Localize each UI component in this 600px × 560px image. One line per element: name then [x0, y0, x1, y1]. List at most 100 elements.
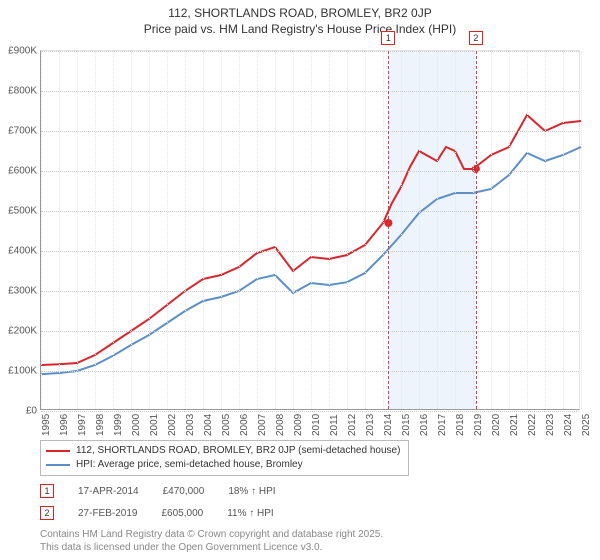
x-axis-label: 2022 — [527, 414, 538, 436]
gridline-v — [401, 51, 402, 409]
gridline-v — [419, 51, 420, 409]
gridline-v — [275, 51, 276, 409]
gridline-v — [41, 51, 42, 409]
gridline-v — [347, 51, 348, 409]
gridline-h — [41, 51, 579, 52]
gridline-h — [41, 171, 579, 172]
event-callout: 2 — [469, 31, 483, 45]
gridline-h — [41, 251, 579, 252]
legend-label-0: 112, SHORTLANDS ROAD, BROMLEY, BR2 0JP (… — [76, 444, 400, 458]
x-axis-label: 2002 — [167, 414, 178, 436]
chart-plot-area: £0£100K£200K£300K£400K£500K£600K£700K£80… — [40, 50, 580, 410]
gridline-v — [203, 51, 204, 409]
x-axis-label: 2021 — [509, 414, 520, 436]
legend-swatch-0 — [46, 450, 70, 452]
x-axis-label: 2000 — [131, 414, 142, 436]
y-axis-label: £0 — [1, 406, 37, 417]
x-axis-label: 2018 — [455, 414, 466, 436]
gridline-v — [311, 51, 312, 409]
x-axis-label: 2007 — [257, 414, 268, 436]
legend-box: 112, SHORTLANDS ROAD, BROMLEY, BR2 0JP (… — [40, 440, 409, 476]
x-axis-label: 2005 — [221, 414, 232, 436]
x-axis-label: 2025 — [581, 414, 592, 436]
x-axis-label: 2010 — [311, 414, 322, 436]
gridline-h — [41, 371, 579, 372]
gridline-v — [257, 51, 258, 409]
y-axis-label: £900K — [1, 46, 37, 57]
x-axis-label: 2017 — [437, 414, 448, 436]
gridline-v — [293, 51, 294, 409]
event-vline — [388, 51, 389, 409]
x-axis-label: 2003 — [185, 414, 196, 436]
gridline-v — [221, 51, 222, 409]
gridline-v — [383, 51, 384, 409]
event-delta-0: 18% ↑ HPI — [228, 486, 275, 497]
event-row-1: 2 27-FEB-2019 £605,000 11% ↑ HPI — [40, 506, 580, 520]
event-row-0: 1 17-APR-2014 £470,000 18% ↑ HPI — [40, 484, 580, 498]
x-axis-label: 2020 — [491, 414, 502, 436]
gridline-h — [41, 211, 579, 212]
x-axis-label: 2008 — [275, 414, 286, 436]
gridline-v — [239, 51, 240, 409]
chart-title-block: 112, SHORTLANDS ROAD, BROMLEY, BR2 0JP P… — [0, 0, 600, 37]
x-axis-label: 2015 — [401, 414, 412, 436]
y-axis-label: £300K — [1, 286, 37, 297]
y-axis-label: £200K — [1, 326, 37, 337]
footer: Contains HM Land Registry data © Crown c… — [40, 528, 383, 554]
title-line-1: 112, SHORTLANDS ROAD, BROMLEY, BR2 0JP — [0, 6, 600, 22]
legend-swatch-1 — [46, 464, 70, 466]
x-axis-label: 1996 — [59, 414, 70, 436]
x-axis-label: 2013 — [365, 414, 376, 436]
x-axis-label: 1997 — [77, 414, 88, 436]
x-axis-label: 1999 — [113, 414, 124, 436]
gridline-h — [41, 411, 579, 412]
gridline-v — [185, 51, 186, 409]
gridline-v — [59, 51, 60, 409]
gridline-v — [437, 51, 438, 409]
gridline-v — [149, 51, 150, 409]
gridline-v — [329, 51, 330, 409]
legend-area: 112, SHORTLANDS ROAD, BROMLEY, BR2 0JP (… — [40, 440, 580, 520]
event-price-1: £605,000 — [161, 508, 203, 519]
event-num-0: 1 — [40, 484, 54, 498]
legend-row-1: HPI: Average price, semi-detached house,… — [46, 458, 400, 472]
x-axis-label: 2004 — [203, 414, 214, 436]
gridline-v — [473, 51, 474, 409]
gridline-v — [113, 51, 114, 409]
gridline-v — [527, 51, 528, 409]
x-axis-label: 1995 — [41, 414, 52, 436]
gridline-h — [41, 331, 579, 332]
event-date-0: 17-APR-2014 — [78, 486, 139, 497]
gridline-h — [41, 91, 579, 92]
gridline-v — [365, 51, 366, 409]
x-axis-label: 2012 — [347, 414, 358, 436]
y-axis-label: £500K — [1, 206, 37, 217]
gridline-h — [41, 131, 579, 132]
gridline-v — [455, 51, 456, 409]
gridline-h — [41, 291, 579, 292]
legend-label-1: HPI: Average price, semi-detached house,… — [76, 458, 303, 472]
y-axis-label: £400K — [1, 246, 37, 257]
x-axis-label: 2006 — [239, 414, 250, 436]
y-axis-label: £100K — [1, 366, 37, 377]
footer-line-2: This data is licensed under the Open Gov… — [40, 541, 383, 554]
event-delta-1: 11% ↑ HPI — [227, 508, 274, 519]
gridline-v — [581, 51, 582, 409]
gridline-v — [491, 51, 492, 409]
x-axis-label: 2019 — [473, 414, 484, 436]
x-axis-label: 2009 — [293, 414, 304, 436]
gridline-v — [95, 51, 96, 409]
y-axis-label: £800K — [1, 86, 37, 97]
legend-row-0: 112, SHORTLANDS ROAD, BROMLEY, BR2 0JP (… — [46, 444, 400, 458]
event-num-1: 2 — [40, 506, 54, 520]
x-axis-label: 2001 — [149, 414, 160, 436]
event-price-0: £470,000 — [163, 486, 205, 497]
gridline-v — [509, 51, 510, 409]
x-axis-label: 2023 — [545, 414, 556, 436]
chart-svg — [41, 51, 579, 409]
x-axis-label: 2024 — [563, 414, 574, 436]
footer-line-1: Contains HM Land Registry data © Crown c… — [40, 528, 383, 541]
gridline-v — [545, 51, 546, 409]
x-axis-label: 2011 — [329, 414, 340, 436]
gridline-v — [131, 51, 132, 409]
